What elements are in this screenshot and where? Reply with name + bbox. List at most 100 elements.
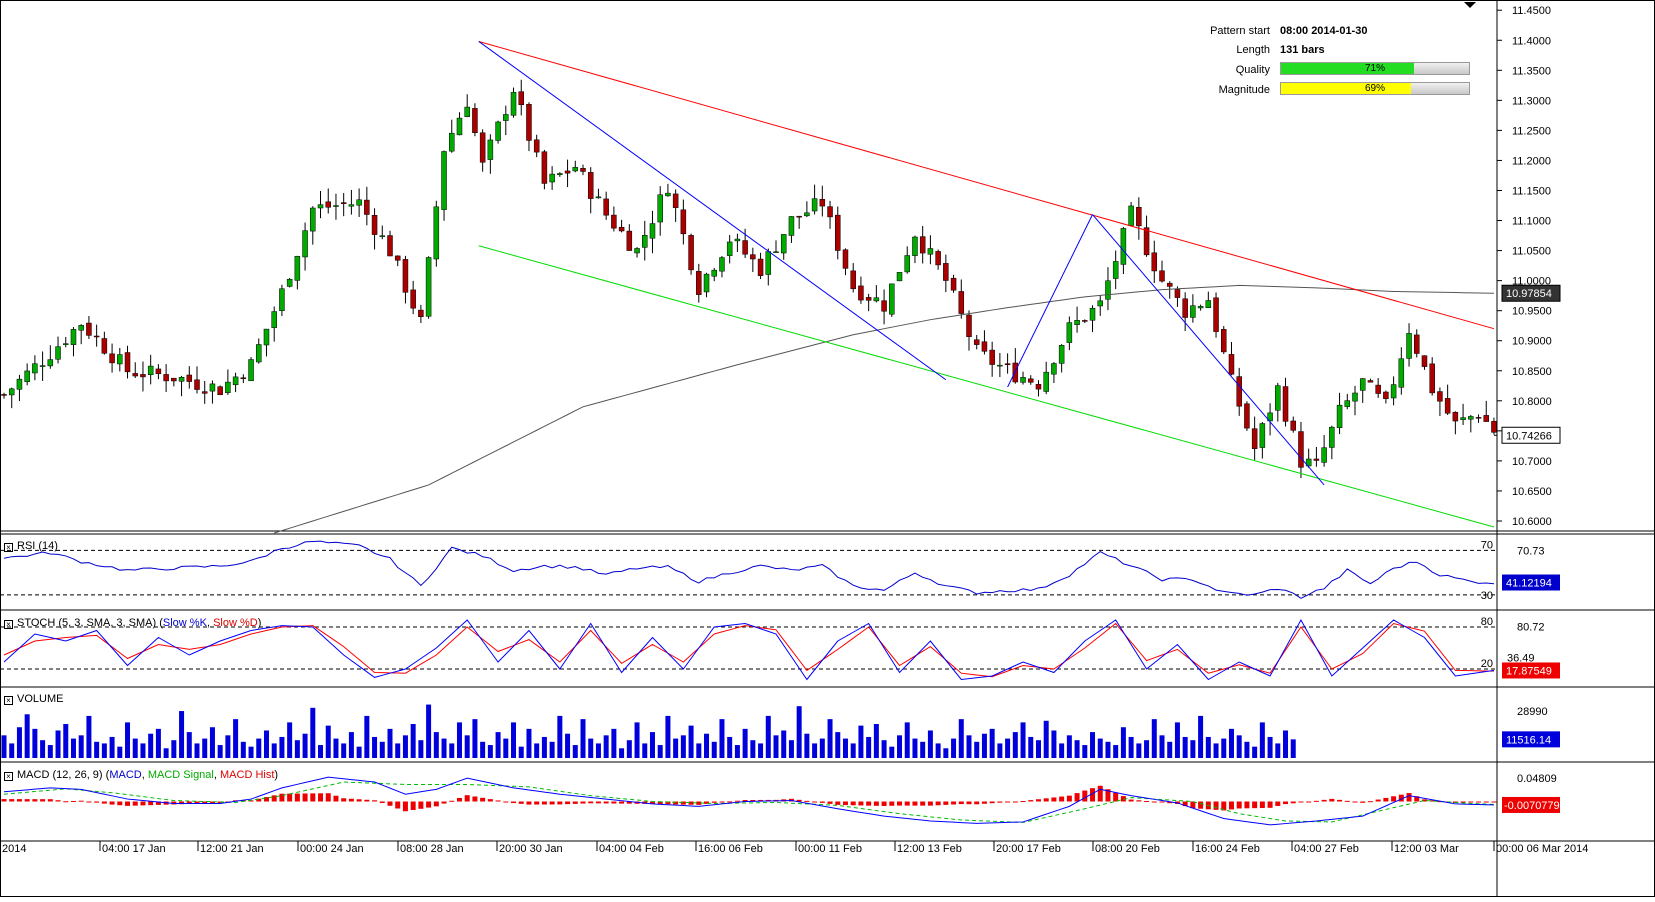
macd-hist-bar: [78, 800, 84, 802]
last-price-label: 10.74266: [1506, 430, 1552, 442]
volume-bar: [742, 728, 748, 758]
candle-body: [256, 344, 262, 363]
macd-hist-bar: [572, 801, 578, 804]
macd-hist-bar: [402, 801, 408, 812]
volume-bar: [804, 733, 810, 758]
candle-body: [441, 151, 447, 210]
stoch-panel-label: × STOCH (5, 3, SMA, 3, SMA) (Slow %K, Slo…: [4, 617, 261, 629]
volume-bar: [456, 722, 462, 758]
candle-body: [750, 254, 756, 260]
resistance-trendline: [478, 40, 1495, 330]
candle-body: [1236, 376, 1242, 407]
macd-hist-bar: [186, 801, 192, 804]
candle-body: [896, 272, 903, 282]
candle-body: [1035, 384, 1042, 390]
volume-bar: [943, 748, 949, 758]
candle-body: [827, 206, 833, 218]
volume-bar: [1, 735, 7, 758]
time-tick-label: 12:00 13 Feb: [897, 843, 962, 855]
candle-body: [703, 273, 710, 293]
candle-body: [201, 391, 208, 394]
macd-hist-bar: [711, 801, 717, 803]
macd-hist-bar: [812, 801, 818, 803]
macd-hist-bar: [256, 798, 262, 802]
macd-hist-bar: [1236, 801, 1242, 809]
volume-bar: [572, 745, 578, 758]
volume-bar: [727, 736, 733, 758]
volume-bar: [1228, 728, 1234, 758]
volume-bar: [240, 741, 246, 758]
macd-hist-bar: [688, 801, 694, 805]
macd-hist-bar: [1228, 801, 1234, 810]
macd-hist-bar: [958, 801, 964, 805]
macd-hist-bar: [1429, 800, 1435, 802]
macd-hist-bar: [657, 801, 663, 805]
candle-body: [1282, 386, 1289, 422]
macd-close-icon[interactable]: ×: [4, 772, 13, 781]
candle-body: [1251, 428, 1258, 449]
macd-title: MACD (12, 26, 9): [17, 769, 103, 781]
rsi-axis-label: 70.73: [1517, 546, 1545, 558]
volume-close-icon[interactable]: ×: [4, 696, 13, 705]
candle-body: [171, 377, 177, 382]
macd-hist-bar: [1306, 801, 1312, 803]
macd-hist-bar: [40, 799, 46, 802]
stoch-close-icon[interactable]: ×: [4, 620, 13, 629]
macd-hist-bar: [858, 801, 864, 806]
macd-hist-bar: [989, 801, 995, 804]
candle-body: [1468, 416, 1474, 420]
time-tick-label: 08:00 20 Feb: [1095, 843, 1160, 855]
macd-hist-bar: [1035, 799, 1041, 802]
macd-hist-bar: [325, 793, 331, 802]
price-y-tick-label: 10.7000: [1512, 456, 1552, 468]
macd-hist-bar: [132, 801, 138, 806]
candle-body: [63, 343, 69, 345]
candle-body: [904, 255, 910, 273]
candle-body: [649, 223, 656, 239]
time-tick-label: 20:00 17 Feb: [996, 843, 1061, 855]
candle-body: [1197, 306, 1204, 309]
candle-body: [1020, 377, 1026, 383]
macd-hist-bar: [719, 801, 725, 803]
volume-bar: [47, 745, 53, 758]
stoch-axis-label-top: 80.72: [1517, 621, 1545, 633]
candle-body: [348, 204, 355, 207]
macd-hist-bar: [742, 800, 748, 802]
candle-body: [541, 151, 548, 184]
candle-body: [1058, 345, 1065, 364]
candle-body: [726, 241, 733, 256]
macd-hist-bar: [1213, 801, 1219, 810]
macd-hist-bar: [148, 801, 154, 806]
candle-body: [557, 173, 563, 176]
macd-hist-bar: [1491, 801, 1497, 803]
volume-bar: [271, 743, 277, 758]
quality-bar: 71%: [1280, 62, 1470, 75]
macd-hist-bar: [974, 801, 980, 805]
volume-bar: [16, 727, 22, 758]
macd-hist-bar: [1483, 801, 1489, 803]
volume-bar: [897, 735, 903, 758]
volume-bar: [117, 746, 123, 758]
volume-bar: [225, 735, 231, 758]
candle-body: [1151, 252, 1158, 272]
candle-body: [410, 289, 416, 309]
macd-line: [3, 776, 1494, 826]
candle-body: [1275, 385, 1281, 411]
price-y-tick-label: 10.9000: [1512, 336, 1552, 348]
pattern-start-label: Pattern start: [1210, 25, 1270, 37]
magnitude-percent: 69%: [1364, 83, 1385, 94]
volume-bar: [426, 704, 432, 758]
volume-bar: [619, 748, 625, 758]
volume-bar: [163, 748, 169, 758]
candle-body: [209, 383, 216, 392]
macd-hist-bar: [356, 799, 362, 802]
candle-body: [217, 386, 223, 396]
macd-hist-bar: [750, 799, 756, 802]
candle-body: [780, 234, 787, 254]
macd-hist-bar: [1097, 785, 1103, 802]
time-tick-label: 2014: [2, 843, 26, 855]
rsi-close-icon[interactable]: ×: [4, 543, 13, 552]
candle-body: [132, 373, 138, 377]
candle-body: [1228, 354, 1235, 375]
rsi-line: [3, 540, 1495, 599]
